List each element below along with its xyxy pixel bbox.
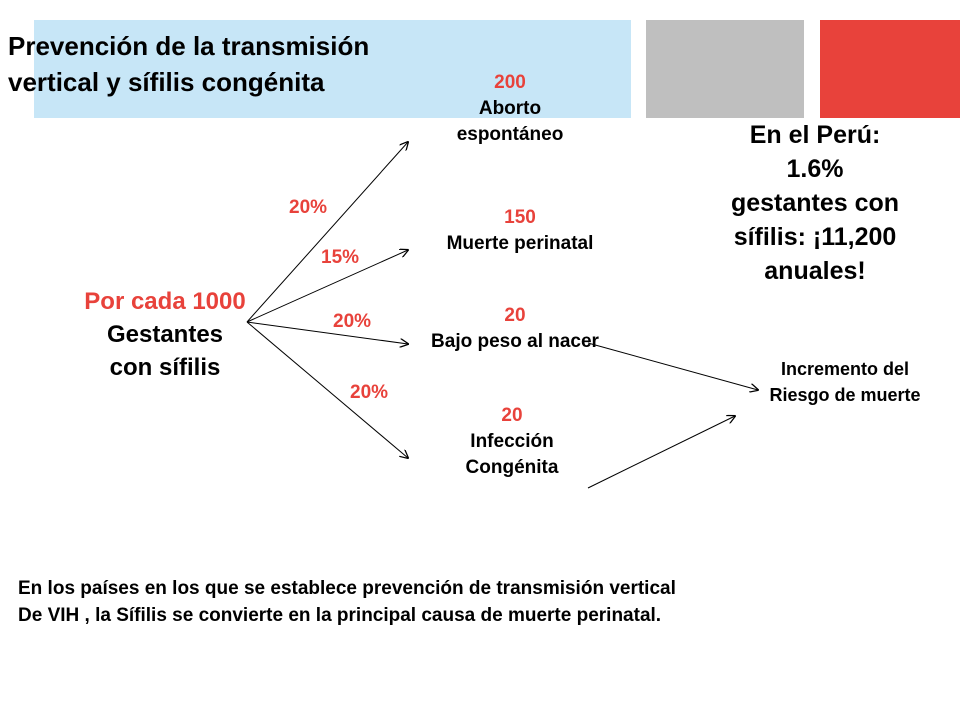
outcome-label: Bajo peso al nacer [431,331,599,352]
title-band [34,20,631,118]
outcome-infeccion: 20 Infección Congénita [412,403,612,481]
origin-count: Por cada 1000 [84,288,246,315]
peru-line: 1.6% [786,155,844,183]
outcome-count: 20 [501,405,523,426]
branch-percent: 20% [350,382,389,403]
origin-node: Por cada 1000 Gestantes con sífilis [40,285,290,384]
outcome-label: Aborto [478,98,542,119]
branch-percent: 20% [289,197,328,218]
outcome-bajo-peso: 20 Bajo peso al nacer [390,303,640,355]
arrow-bajo-peso-to-risk [587,342,758,390]
outcome-aborto: 200 Aborto espontáneo [410,70,610,148]
title-line-1: Prevención de la transmisión [8,31,370,61]
peru-line: anuales! [764,257,866,285]
outcome-count: 150 [504,207,536,228]
origin-label-2: con sífilis [109,354,221,381]
footnote-line: De VIH , la Sífilis se convierte en la p… [18,605,662,626]
title-line-2: vertical y sífilis congénita [8,67,325,97]
branch-percent: 15% [321,247,360,268]
page-title: Prevención de la transmisión vertical y … [8,28,478,100]
peru-statistic: En el Perú: 1.6% gestantes con sífilis: … [690,118,940,288]
outcome-muerte-perinatal: 150 Muerte perinatal [400,205,640,257]
risk-node: Incremento del Riesgo de muerte [730,356,960,408]
outcome-label: espontáneo [456,124,564,145]
footnote: En los países en los que se establece pr… [18,575,958,629]
arrow-to-muerte-perinatal [246,250,408,323]
peru-line: sífilis: ¡11,200 [733,223,897,251]
outcome-count: 20 [504,305,526,326]
gray-decor-block [646,20,804,118]
risk-line: Riesgo de muerte [769,385,921,405]
outcome-label: Muerte perinatal [446,233,594,254]
risk-line: Incremento del [780,359,910,379]
arrow-to-infeccion [246,321,408,458]
branch-percent: 20% [333,311,372,332]
outcome-count: 200 [494,72,526,93]
peru-line: En el Perú: [749,121,881,149]
arrow-infeccion-to-risk [587,416,735,489]
origin-label-1: Gestantes [106,321,224,348]
outcome-label: Infección [470,431,554,452]
peru-line: gestantes con [730,189,900,217]
outcome-label: Congénita [465,457,559,478]
arrow-to-bajo-peso [246,321,408,344]
footnote-line: En los países en los que se establece pr… [18,578,676,599]
red-decor-block [820,20,960,118]
arrow-to-aborto [246,142,408,323]
